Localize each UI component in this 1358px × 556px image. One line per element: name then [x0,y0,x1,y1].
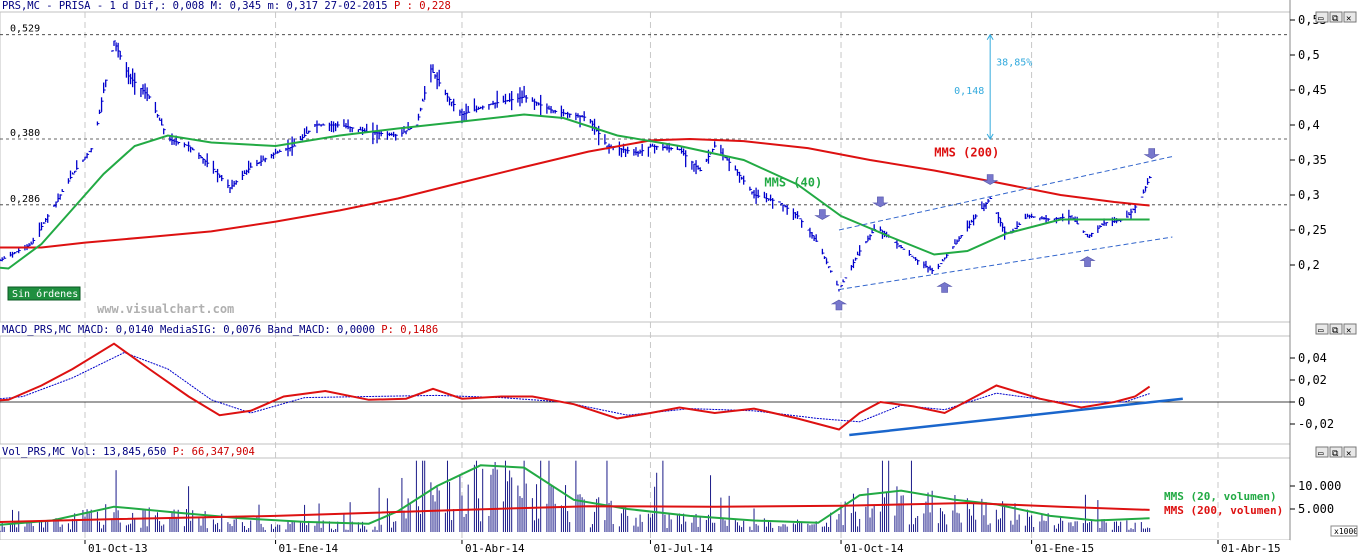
mms200-line [0,137,1150,249]
header-part: MediaSIG: 0,0076 [154,324,261,336]
macd-header: MACD_PRS,MC MACD: 0,0140 MediaSIG: 0,007… [2,324,438,336]
vol-mms200-line [0,501,1150,523]
macd-y-tick-label: 0 [1298,395,1305,409]
panel-button [1315,323,1329,335]
y-tick-label: 0,4 [1298,118,1320,132]
mms200-label: MMS (200) [934,146,999,160]
x-tick-label: 01-Abr-14 [465,542,525,555]
y-tick-label: 0,45 [1298,83,1327,97]
y-tick-label: 0,35 [1298,153,1327,167]
volume-panel [0,457,1291,541]
vol-y-tick-label: 5.000 [1298,502,1334,516]
macd-signal-line [0,351,1150,423]
arrow-down-icon [1143,148,1160,159]
measure-arrow-top [986,33,994,40]
status-label: Sin órdenes [12,288,78,300]
panel-button [1343,446,1357,458]
header-part: PRS,MC - PRISA - 1 d Dif,: 0,008 M: 0,34… [2,0,388,12]
panel-button [1343,11,1357,23]
macd-line [0,342,1151,431]
x-tick-label: 01-Jul-14 [653,542,713,555]
x-tick-label: 01-Abr-15 [1221,542,1281,555]
panel-button-icon: ✕ [1346,326,1351,336]
panel-button [1315,446,1329,458]
x-tick-label: 01-Oct-13 [88,542,148,555]
x-tick-label: 01-Ene-15 [1035,542,1095,555]
macd-y-tick-label: 0,02 [1298,373,1327,387]
vol-mms200-label: MMS (200, volumen) [1164,504,1283,517]
vol-y-tick-label: 10.000 [1298,479,1341,493]
level-label: 0,380 [10,128,40,139]
panel-button-icon: ✕ [1346,14,1351,24]
y-tick-label: 0,25 [1298,223,1327,237]
header-part: P: 0,1486 [375,324,438,336]
arrow-up-icon [936,282,953,293]
panel-button-icon: ⧉ [1332,326,1339,336]
arrow-down-icon [814,209,831,220]
macd-panel [0,335,1291,445]
volume-unit-label: x1000 [1334,527,1358,536]
panel-button [1315,11,1329,23]
macd-y-tick-label: 0,04 [1298,351,1327,365]
header-part: Band_MACD: 0,0000 [261,324,375,336]
panel-button-icon: ▭ [1318,326,1324,336]
panel-button-icon: ▭ [1318,449,1324,459]
panel-button-icon: ▭ [1318,14,1324,24]
x-tick-label: 01-Ene-14 [279,542,339,555]
panel-button-icon: ✕ [1346,449,1351,459]
macd-trend-line [849,397,1183,437]
arrow-down-icon [872,196,889,208]
arrow-up-icon [1079,256,1096,267]
panel-button [1329,323,1343,335]
macd-y-tick-label: -0,02 [1298,417,1334,431]
measure-pct-label: 38,85% [996,58,1032,69]
mms40-label: MMS (40) [764,176,822,190]
panel-button [1343,323,1357,335]
measure-arrow-bottom [986,133,994,140]
panel-button-icon: ⧉ [1332,449,1339,459]
arrow-down-icon [982,174,999,185]
level-label: 0,529 [10,24,40,35]
header-part: P: 66,347,904 [166,446,255,458]
channel-lower-line [838,236,1173,290]
channel-upper-line [838,156,1173,231]
x-tick-label: 01-Oct-14 [844,542,904,555]
arrow-up-icon [830,299,848,311]
vol-mms20-label: MMS (20, volumen) [1164,490,1277,503]
price-panel [0,11,1291,323]
header-part: P : 0,228 [388,0,451,12]
mms40-line [0,113,1150,270]
header-part: Vol_PRS,MC Vol: 13,845,650 [2,446,166,458]
panel-button [1329,446,1343,458]
measure-diff-label: 0,148 [954,86,984,97]
y-tick-label: 0,2 [1298,258,1320,272]
y-tick-label: 0,5 [1298,48,1320,62]
x-axis-strip [0,540,1290,556]
status-badge: Sin órdenes [7,286,81,301]
volume-header: Vol_PRS,MC Vol: 13,845,650 P: 66,347,904 [2,446,255,458]
panel-button [1329,11,1343,23]
volume-unit-box [1330,525,1358,537]
header-part: MACD_PRS,MC MACD: 0,0140 [2,324,154,336]
panel-button-icon: ⧉ [1332,14,1339,24]
watermark: www.visualchart.com [97,302,234,316]
price-header: PRS,MC - PRISA - 1 d Dif,: 0,008 M: 0,34… [2,0,451,12]
level-label: 0,286 [10,194,40,205]
y-tick-label: 0,3 [1298,188,1320,202]
